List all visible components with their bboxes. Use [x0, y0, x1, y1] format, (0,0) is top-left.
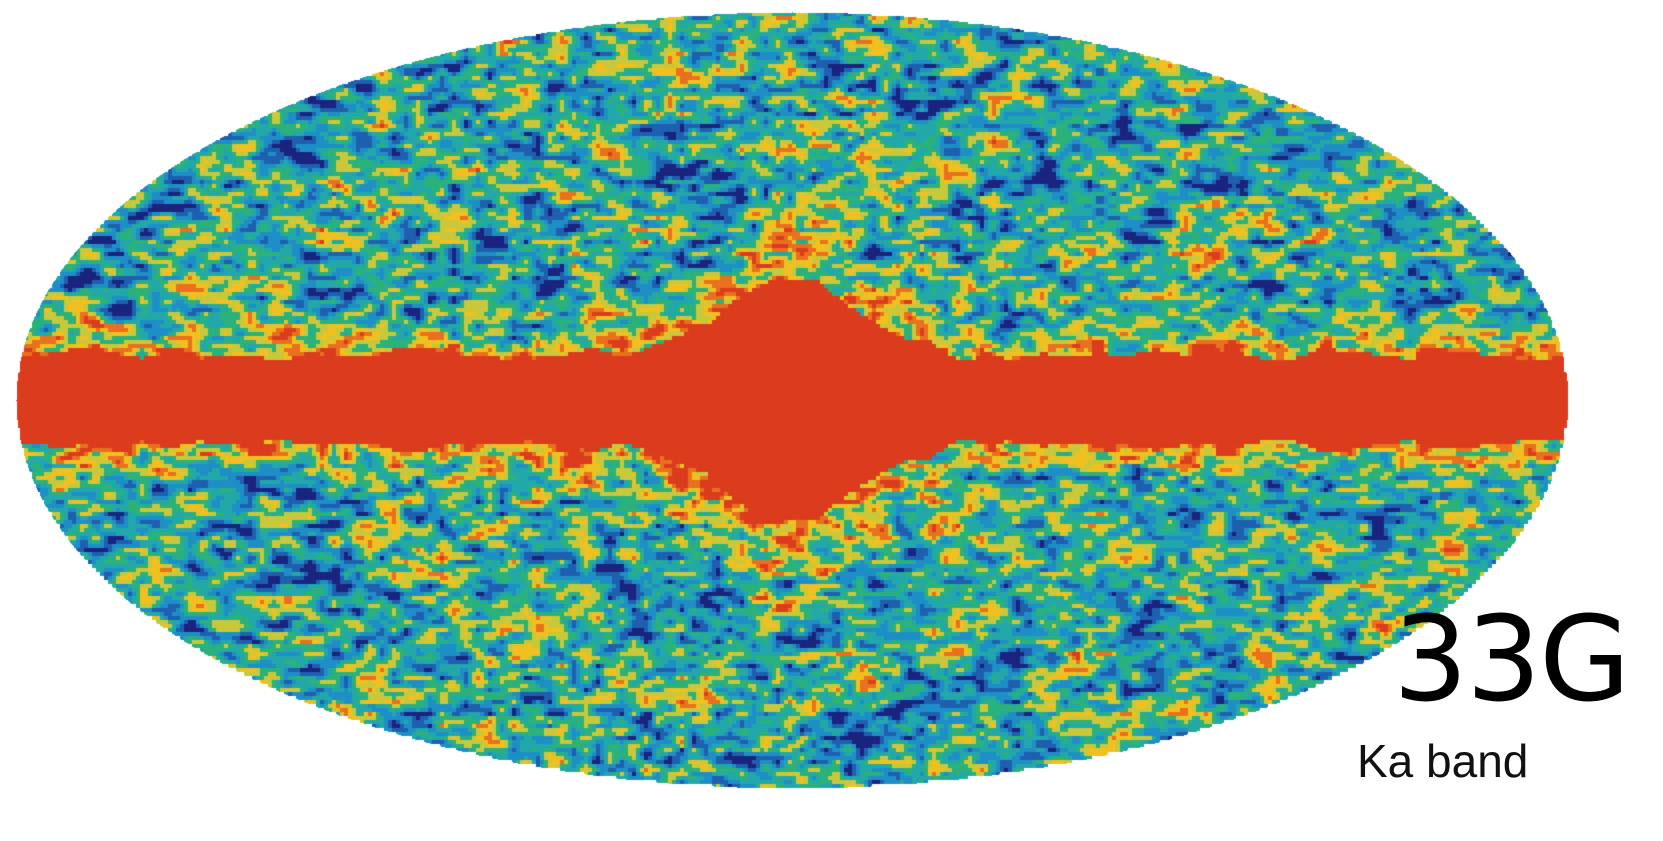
- frequency-label: 33G: [1393, 600, 1629, 718]
- band-label: Ka band: [1357, 738, 1528, 784]
